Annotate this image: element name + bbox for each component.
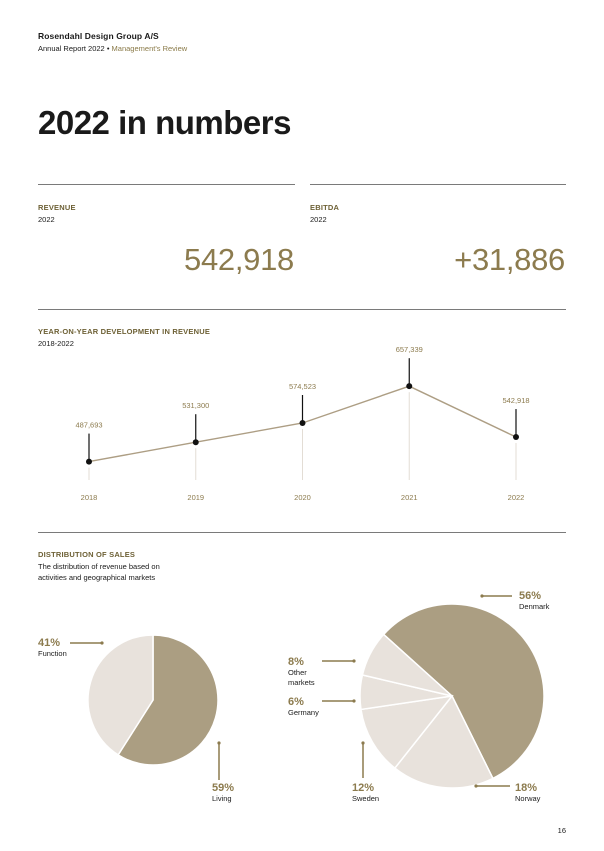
other-markets-percent: 8% (288, 656, 304, 668)
data-point (406, 383, 413, 390)
denmark-label-group: 56% Denmark (519, 590, 549, 612)
divider (38, 184, 295, 185)
page-number: 16 (557, 826, 566, 835)
distribution-description-line1: The distribution of revenue based on (38, 562, 160, 571)
data-point (513, 434, 519, 441)
other-markets-label-group: 8% Other markets (288, 656, 315, 688)
ebitda-year: 2022 (310, 215, 327, 224)
other-markets-caption-line2: markets (288, 678, 315, 687)
data-label: 574,523 (289, 382, 316, 391)
revenue-year: 2022 (38, 215, 55, 224)
section-name: Management's Review (111, 44, 188, 53)
revenue-label: REVENUE (38, 203, 76, 212)
x-tick-label: 2020 (294, 493, 311, 502)
data-label: 531,300 (182, 401, 209, 410)
sweden-percent: 12% (352, 782, 375, 794)
living-label-group: 59% Living (212, 782, 234, 804)
distribution-description-line2: activities and geographical markets (38, 573, 156, 582)
activity-slice-function (87, 634, 154, 756)
denmark-leader-dot (480, 594, 484, 598)
page-title: 2022 in numbers (38, 104, 291, 141)
sweden-leader-dot (361, 741, 365, 745)
market-slice-other-markets (361, 633, 453, 697)
data-label: 487,693 (75, 421, 102, 430)
data-label: 542,918 (502, 396, 529, 405)
germany-label-group: 6% Germany (288, 696, 319, 718)
denmark-caption: Denmark (519, 602, 550, 611)
revenue-line-chart: 487,693 2018 531,300 2019 574,523 2020 657,339… (75, 345, 529, 502)
data-point (86, 458, 92, 465)
divider (310, 184, 566, 185)
report-subtitle: Annual Report 2022 • Management's Review (38, 44, 187, 53)
norway-leader-dot (474, 784, 478, 788)
data-label: 657,339 (396, 345, 423, 354)
living-leader-dot (217, 741, 221, 745)
revenue-value: 542,918 (184, 242, 294, 277)
x-tick-label: 2019 (187, 493, 204, 502)
living-caption: Living (212, 794, 232, 803)
denmark-percent: 56% (519, 590, 542, 602)
development-period: 2018-2022 (38, 339, 74, 348)
data-point (299, 419, 306, 426)
report-name: Annual Report 2022 (38, 44, 105, 53)
x-tick-label: 2022 (508, 493, 525, 502)
data-point (192, 439, 199, 446)
function-caption: Function (38, 649, 67, 658)
divider (38, 309, 566, 310)
company-name: Rosendahl Design Group A/S (38, 31, 159, 41)
norway-percent: 18% (515, 782, 538, 794)
sales-pie-charts (70, 594, 545, 789)
germany-caption: Germany (288, 708, 319, 717)
function-label-group: 41% Function (38, 637, 67, 659)
function-leader-dot (100, 641, 104, 645)
germany-leader-dot (352, 699, 356, 703)
ebitda-label: EBITDA (310, 203, 340, 212)
distribution-label: DISTRIBUTION OF SALES (38, 550, 136, 559)
norway-caption: Norway (515, 794, 541, 803)
sweden-label-group: 12% Sweden (352, 782, 379, 804)
norway-label-group: 18% Norway (515, 782, 540, 804)
living-percent: 59% (212, 782, 235, 794)
ebitda-value: +31,886 (454, 242, 565, 277)
market-slice-sweden (360, 694, 454, 770)
market-slice-denmark (382, 603, 545, 780)
function-percent: 41% (38, 637, 61, 649)
divider (38, 532, 566, 533)
x-tick-label: 2021 (401, 493, 418, 502)
sweden-caption: Sweden (352, 794, 380, 803)
other-markets-caption-line1: Other (288, 668, 307, 677)
activity-slice-living (117, 634, 219, 766)
market-slice-norway (393, 694, 494, 789)
separator: • (106, 44, 110, 53)
germany-percent: 6% (288, 696, 304, 708)
other-markets-leader-dot (352, 659, 356, 663)
x-tick-label: 2018 (81, 493, 98, 502)
development-label: YEAR-ON-YEAR DEVELOPMENT IN REVENUE (38, 327, 211, 336)
